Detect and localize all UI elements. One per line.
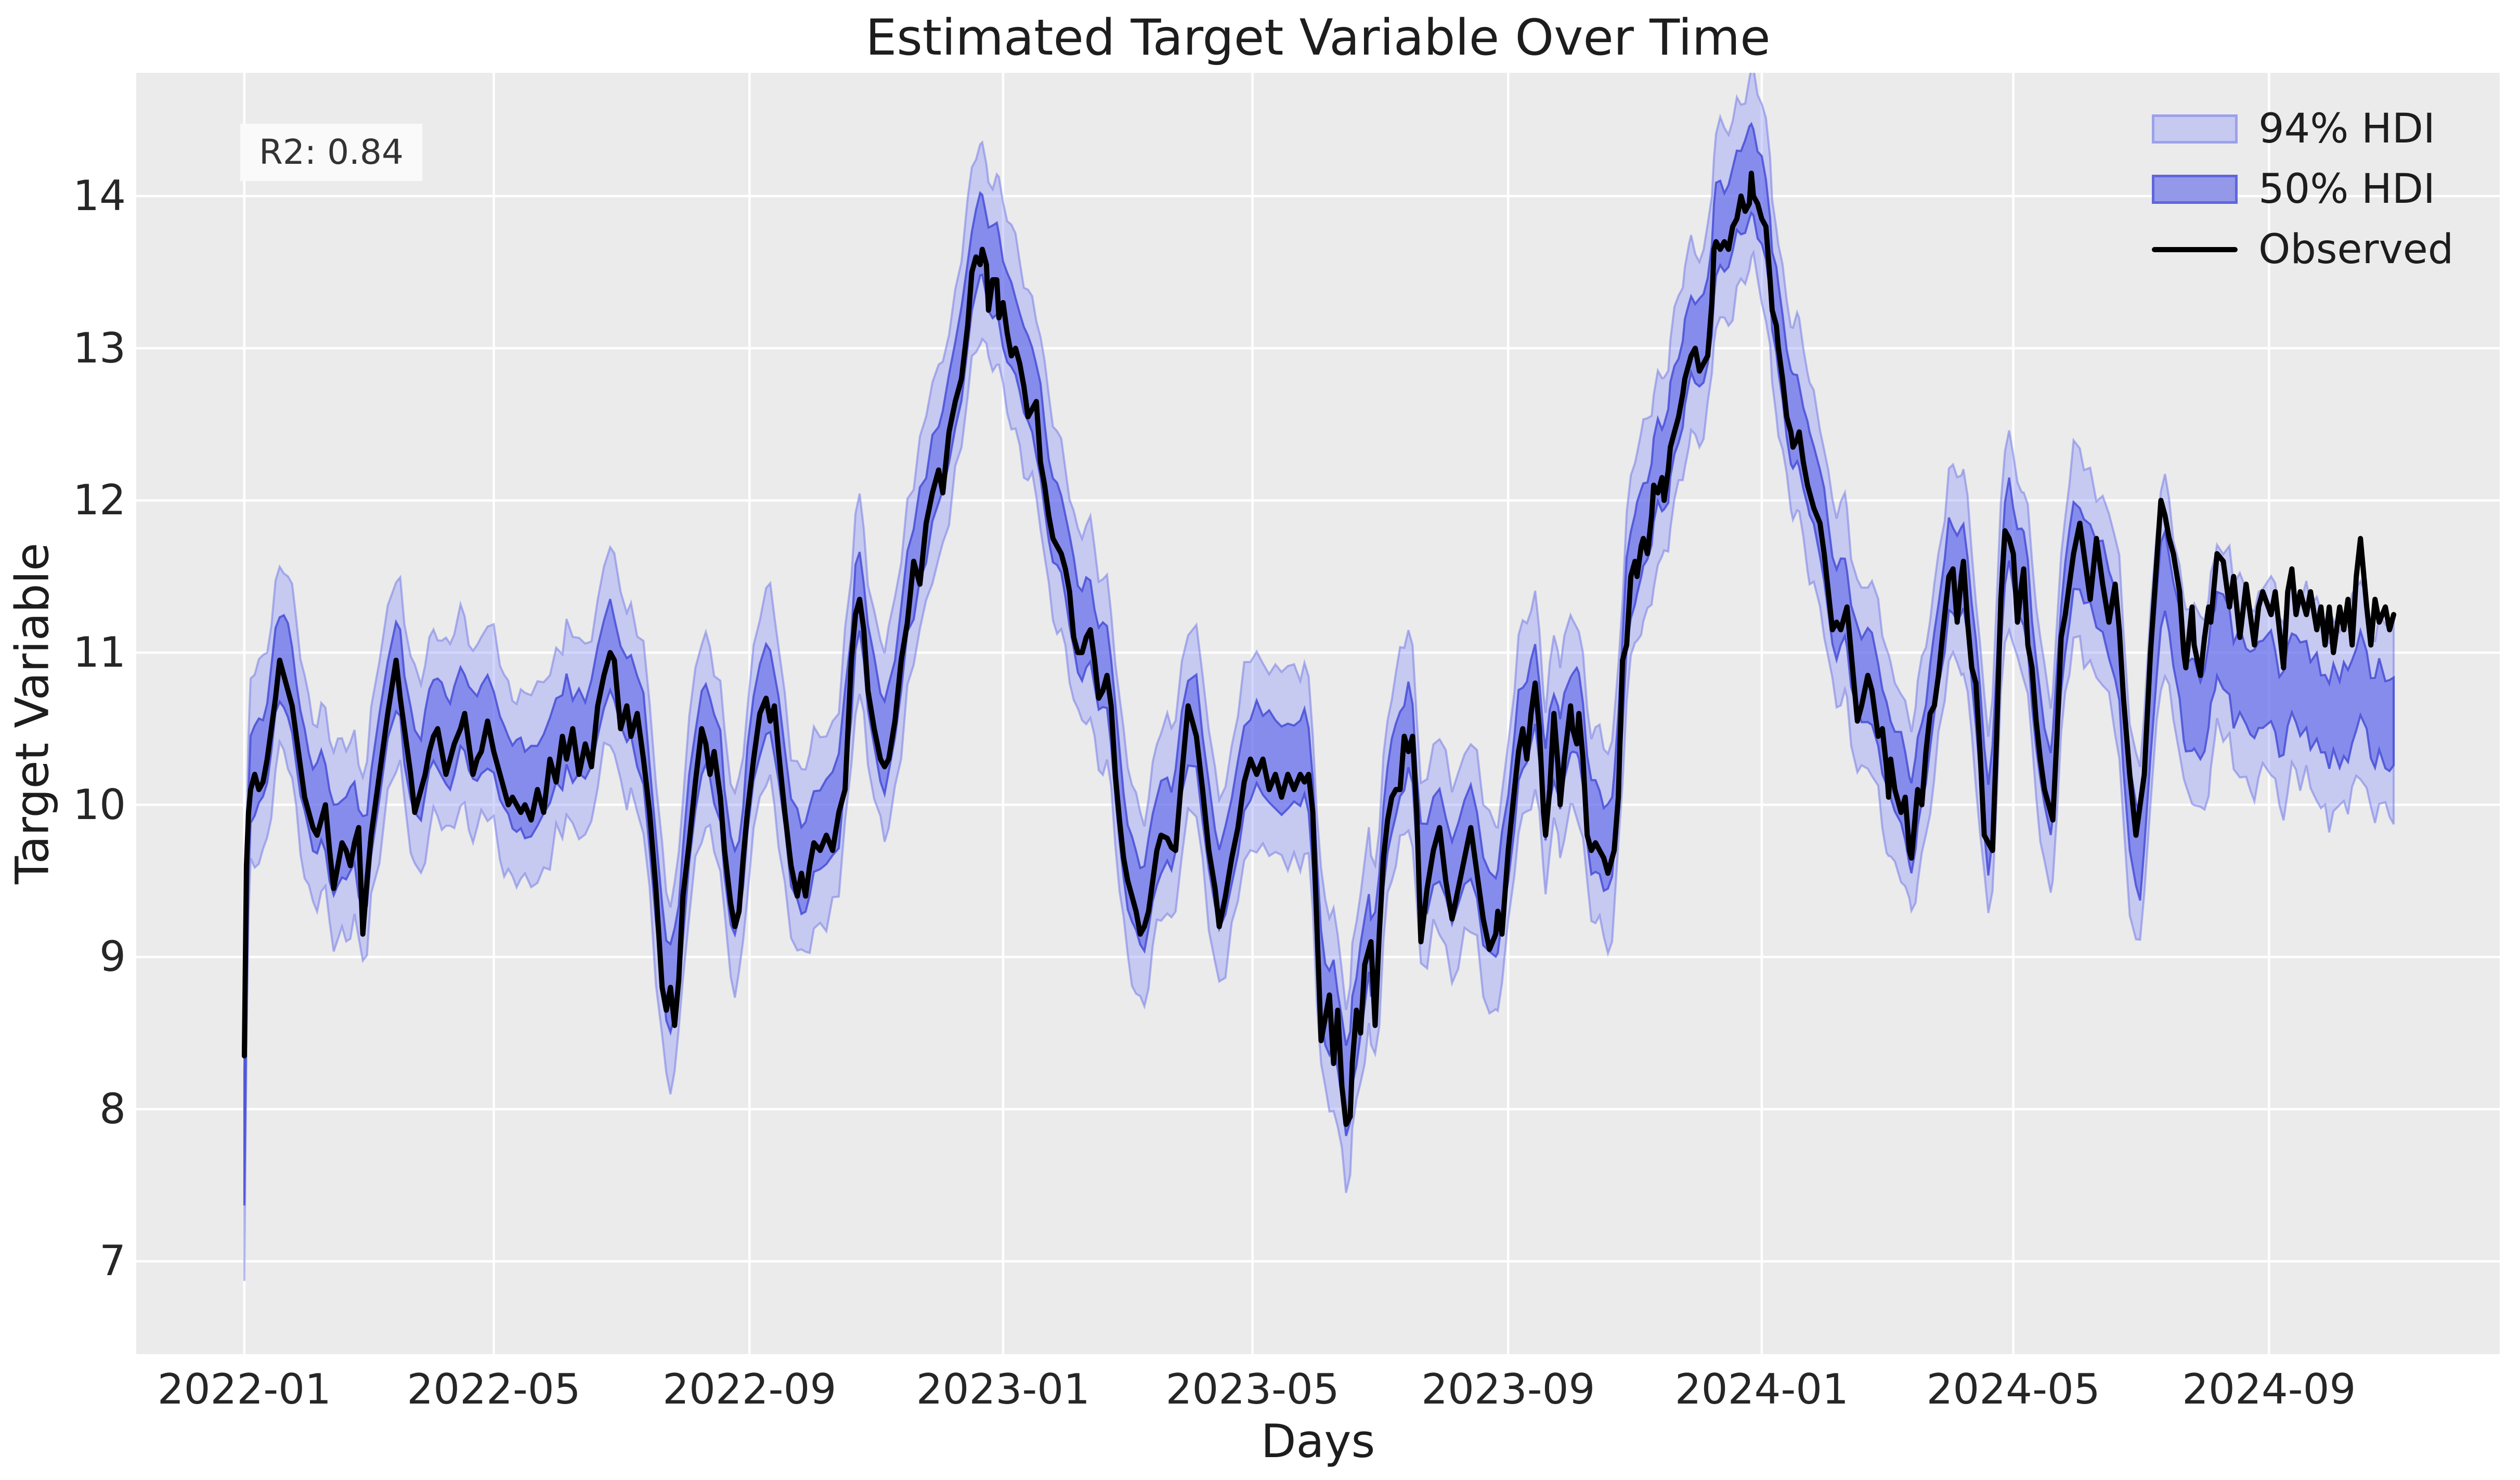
y-tick-label: 14 [73,172,126,220]
legend-label: 94% HDI [2258,106,2435,152]
x-axis-label: Days [1261,1414,1375,1468]
x-tick-label: 2022-01 [157,1365,331,1413]
x-tick-label: 2024-09 [2182,1365,2356,1413]
legend-swatch-94-hdi [2152,114,2238,144]
legend-label: Observed [2258,226,2454,273]
y-tick-label: 13 [73,323,126,372]
y-tick-label: 11 [73,628,126,677]
x-tick-label: 2022-09 [663,1365,837,1413]
x-tick-label: 2022-05 [407,1365,581,1413]
hdi-94-band [243,73,2395,1281]
r2-annotation: R2: 0.84 [240,124,423,181]
legend-swatch-50-hdi [2152,175,2238,204]
x-tick-label: 2023-05 [1165,1365,1340,1413]
hdi-50-band [243,122,2395,1206]
observed-line [241,171,2397,1127]
legend-label: 50% HDI [2258,166,2435,213]
y-tick-label: 10 [73,780,126,829]
chart-title: Estimated Target Variable Over Time [865,9,1771,67]
y-tick-label: 9 [99,932,126,981]
legend-item: 50% HDI [2152,159,2453,219]
legend-item: 94% HDI [2152,99,2453,159]
y-tick-label: 8 [99,1084,126,1133]
x-tick-label: 2023-09 [1421,1365,1595,1413]
y-tick-label: 12 [73,476,126,525]
plot-area [136,73,2500,1354]
x-tick-label: 2024-01 [1674,1365,1849,1413]
x-tick-label: 2023-01 [916,1365,1090,1413]
legend-line-observed [2152,247,2238,252]
y-axis-label: Target Variable [5,542,59,885]
x-tick-label: 2024-05 [1926,1365,2100,1413]
legend: 94% HDI 50% HDI Observed [2152,99,2453,280]
legend-item: Observed [2152,219,2453,280]
y-tick-label: 7 [99,1237,126,1286]
